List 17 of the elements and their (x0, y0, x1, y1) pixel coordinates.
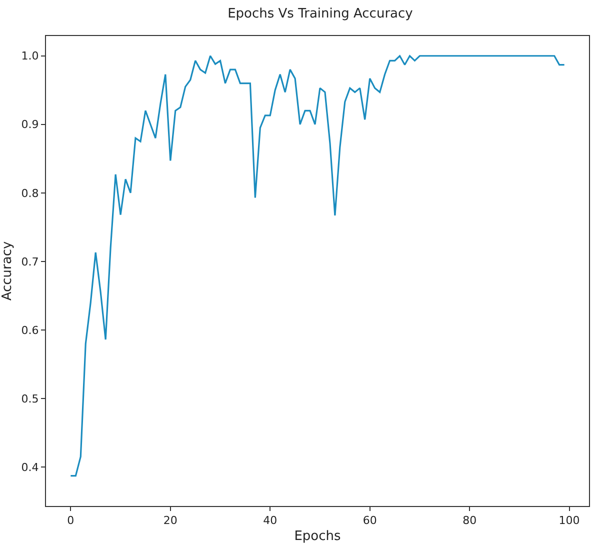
x-tick-label: 60 (362, 514, 377, 528)
y-tick-label: 0.5 (21, 392, 39, 406)
x-tick-label: 20 (163, 514, 178, 528)
chart-title: Epochs Vs Training Accuracy (228, 6, 414, 22)
x-tick-label: 100 (558, 514, 580, 528)
line-series (70, 55, 566, 477)
y-tick-label: 0.6 (21, 324, 39, 337)
y-tick-label: 1.0 (21, 50, 39, 63)
x-tick-label: 80 (462, 514, 477, 528)
x-tick-label: 0 (67, 514, 74, 528)
y-tick-label: 0.4 (21, 460, 39, 474)
y-tick-label: 0.8 (21, 186, 39, 200)
x-axis-title: Epochs (294, 528, 342, 544)
y-tick-label: 0.7 (21, 255, 39, 268)
y-axis-title: Accuracy (0, 241, 16, 301)
y-tick-label: 0.9 (21, 118, 39, 132)
x-tick-label: 40 (263, 514, 278, 528)
